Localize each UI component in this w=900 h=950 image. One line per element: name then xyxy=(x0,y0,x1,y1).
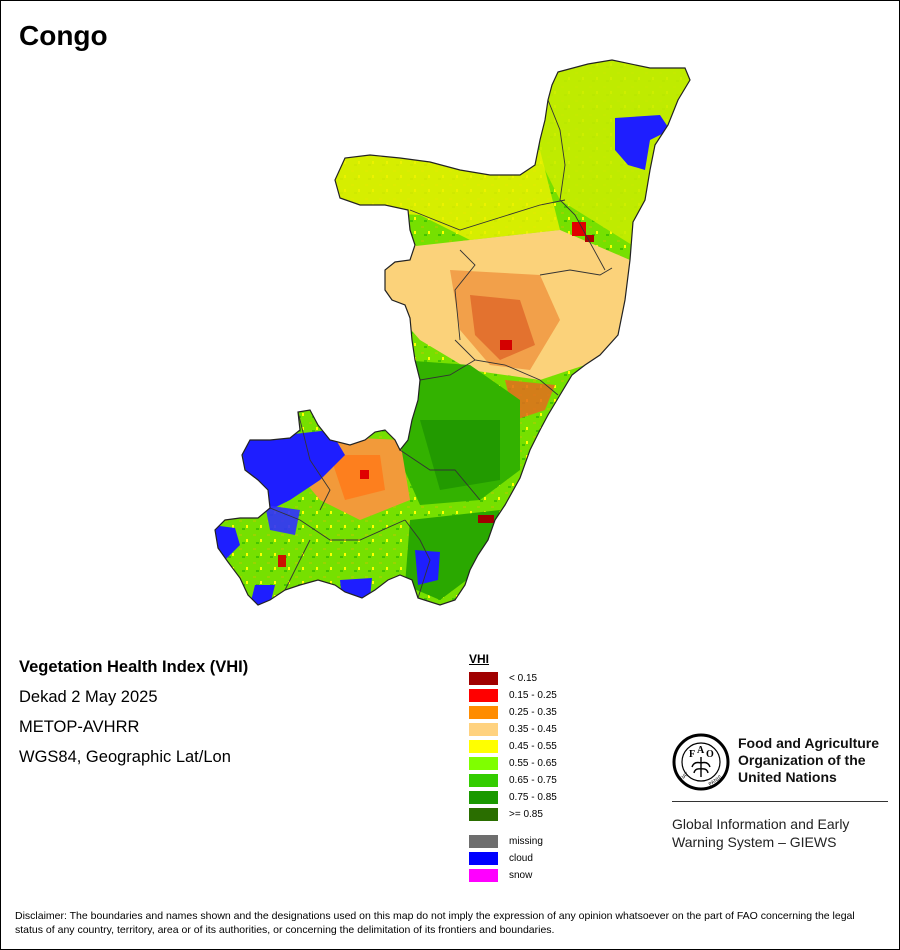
fao-logo: F A O FIAT PANIS xyxy=(672,733,730,791)
legend-swatch xyxy=(469,672,498,685)
legend-swatch xyxy=(469,774,498,787)
sensor-label: METOP-AVHRR xyxy=(19,718,140,736)
giews-line: Global Information and Early xyxy=(672,816,850,832)
vhi-map xyxy=(214,59,691,606)
legend-label: 0.25 - 0.35 xyxy=(509,707,557,718)
legend-swatch xyxy=(469,740,498,753)
fao-name: Food and Agriculture Organization of the… xyxy=(738,735,879,786)
legend-swatch xyxy=(469,757,498,770)
projection-label: WGS84, Geographic Lat/Lon xyxy=(19,748,231,766)
legend-item: 0.45 - 0.55 xyxy=(469,740,609,754)
legend-item: 0.65 - 0.75 xyxy=(469,774,609,788)
admin-boundaries xyxy=(269,99,613,599)
legend-label: 0.45 - 0.55 xyxy=(509,741,557,752)
legend-label: snow xyxy=(509,870,533,881)
legend-item: snow xyxy=(469,869,609,883)
legend-item: 0.35 - 0.45 xyxy=(469,723,609,737)
disclaimer: Disclaimer: The boundaries and names sho… xyxy=(15,910,855,936)
legend-swatch xyxy=(469,706,498,719)
legend-label: 0.75 - 0.85 xyxy=(509,792,557,803)
legend-swatch xyxy=(469,791,498,804)
legend-item: >= 0.85 xyxy=(469,808,609,822)
product-title: Vegetation Health Index (VHI) xyxy=(19,658,249,676)
legend-swatch xyxy=(469,808,498,821)
legend-item: 0.55 - 0.65 xyxy=(469,757,609,771)
vhi-raster xyxy=(215,60,690,605)
giews-line: Warning System – GIEWS xyxy=(672,834,837,850)
svg-text:A: A xyxy=(697,745,705,756)
legend-item: 0.75 - 0.85 xyxy=(469,791,609,805)
svg-text:O: O xyxy=(706,749,714,760)
legend-label: 0.15 - 0.25 xyxy=(509,690,557,701)
legend-item: 0.25 - 0.35 xyxy=(469,706,609,720)
legend-title: VHI xyxy=(469,652,490,666)
svg-text:F: F xyxy=(689,749,695,760)
legend: VHI < 0.15 0.15 - 0.25 0.25 - 0.35 0.35 … xyxy=(469,652,557,882)
legend-label: 0.65 - 0.75 xyxy=(509,775,557,786)
legend-label: < 0.15 xyxy=(509,673,538,684)
divider xyxy=(672,801,888,802)
giews-name: Global Information and Early Warning Sys… xyxy=(672,815,849,851)
org-name-line: Food and Agriculture xyxy=(738,735,880,751)
legend-swatch xyxy=(469,835,498,848)
map-title: Congo xyxy=(19,20,108,51)
legend-label: 0.35 - 0.45 xyxy=(509,724,557,735)
org-name-line: Organization of the xyxy=(738,752,866,768)
legend-item: missing xyxy=(469,835,609,849)
legend-label: cloud xyxy=(509,853,533,864)
legend-label: missing xyxy=(509,836,543,847)
legend-label: 0.55 - 0.65 xyxy=(509,758,557,769)
legend-swatch xyxy=(469,723,498,736)
legend-swatch xyxy=(469,689,498,702)
period-label: Dekad 2 May 2025 xyxy=(19,688,158,706)
legend-label: >= 0.85 xyxy=(509,809,543,820)
legend-swatch xyxy=(469,852,498,865)
legend-item: < 0.15 xyxy=(469,672,609,686)
org-name-line: United Nations xyxy=(738,769,837,785)
legend-item: cloud xyxy=(469,852,609,866)
legend-item: 0.15 - 0.25 xyxy=(469,689,609,703)
svg-text:FIAT: FIAT xyxy=(678,771,690,782)
legend-swatch xyxy=(469,869,498,882)
